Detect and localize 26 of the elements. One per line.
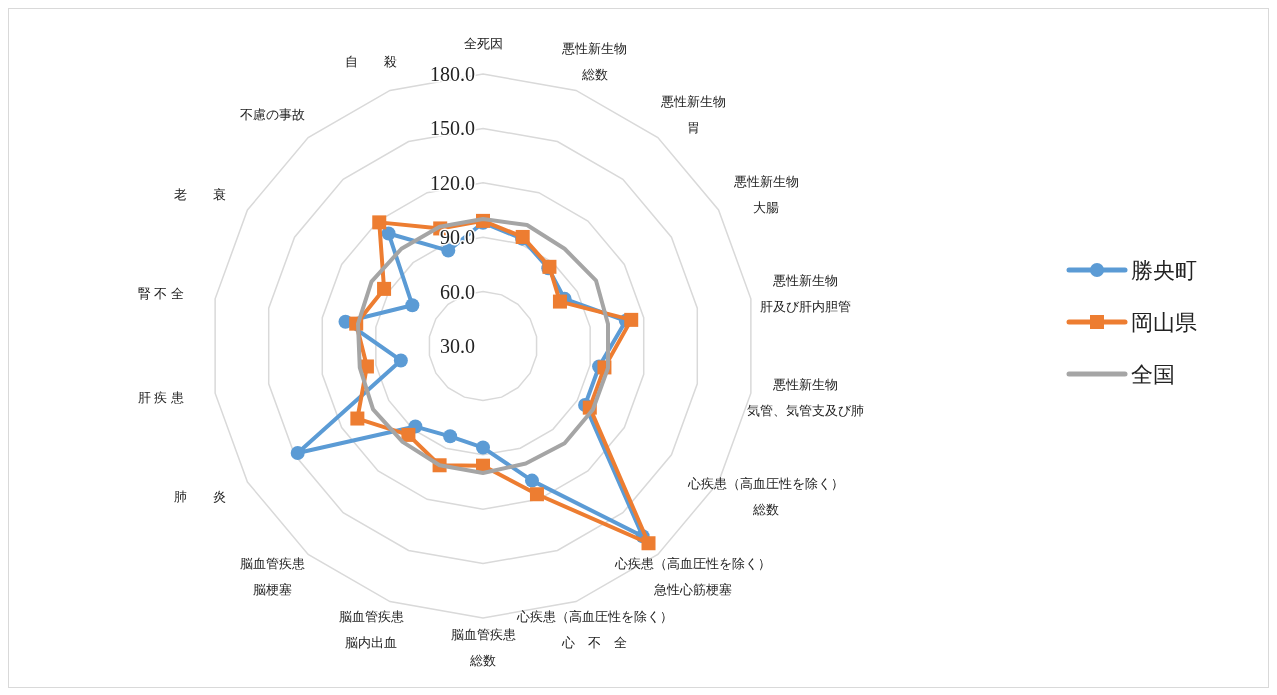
spoke-label: 老 衰 [173,187,226,202]
spoke-label: 悪性新生物気管、気管支及び肺 [746,377,864,419]
spoke-label: 心疾患（高血圧性を除く）総数 [687,476,845,517]
spoke-label: 心疾患（高血圧性を除く）心 不 全 [515,608,673,650]
spoke-label: 全死因 [463,36,503,51]
y-tick-label: 30.0 [440,335,475,357]
spoke-label: 悪性新生物肝及び肝内胆管 [759,272,851,314]
y-tick-label: 180.0 [430,63,475,85]
spoke-label: 脳血管疾患脳梗塞 [240,556,306,598]
y-tick-label: 150.0 [430,117,475,140]
spoke-label: 心疾患（高血圧性を除く）急性心筋梗塞 [614,556,772,598]
legend-label: 全国 [1131,362,1175,387]
y-tick-label: 120.0 [430,171,475,194]
spoke-label: 悪性新生物胃 [659,93,726,135]
y-tick-label: 60.0 [440,280,475,303]
spoke-label: 不慮の事故 [240,106,306,122]
spoke-label: 脳血管疾患総数 [450,627,516,668]
spoke-label: 肝 疾 患 [138,390,184,406]
spoke-label: 悪性新生物大腸 [732,174,799,215]
spoke-label: 腎 不 全 [138,285,184,301]
spoke-label: 肺 炎 [173,489,226,504]
spoke-label: 自 殺 [345,54,398,70]
spoke-label: 脳血管疾患脳内出血 [338,608,404,650]
legend-label: 勝央町 [1131,258,1197,283]
legend-label: 岡山県 [1131,310,1197,335]
spoke-label: 悪性新生物総数 [561,41,628,83]
